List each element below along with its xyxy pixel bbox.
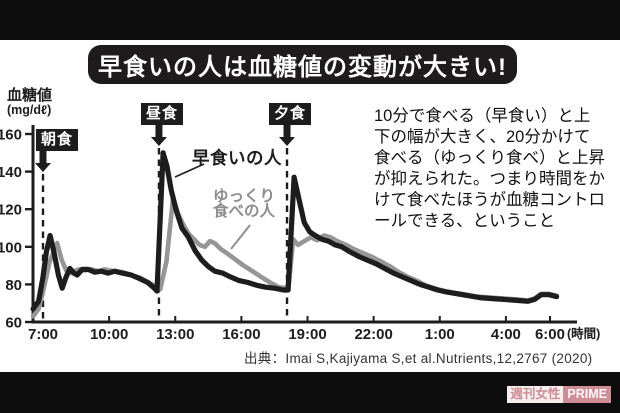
explanation-line: 食べる（ゆっくり食べ）と上昇	[374, 149, 605, 167]
meal-label-dinner: 夕食	[269, 103, 311, 125]
explanation-line: が抑えられた。つまり時間をか	[374, 170, 605, 188]
series-label-slow-eater: ゆっくり 食べの人	[210, 188, 278, 220]
y-tick-label: 100	[0, 239, 22, 256]
x-tick-label: 16:00	[222, 326, 260, 343]
explanation-line: 10分で食べる（早食い）と上	[374, 107, 591, 125]
x-tick-label: 6:00	[535, 326, 565, 343]
y-tick-label: 60	[5, 315, 22, 332]
chart-title-banner: 早食いの人は血糖値の変動が大きい!	[88, 45, 517, 84]
y-axis-title-line2: (mg/dℓ)	[7, 102, 52, 117]
watermark-brand: PRIME	[563, 386, 611, 403]
top-letterbox-bar	[0, 0, 620, 40]
meal-label-breakfast: 朝食	[36, 129, 78, 151]
watermark: 週刊女性 PRIME	[507, 386, 611, 403]
explanation-line: けて食べたほうが血糖コントロ	[374, 191, 605, 209]
x-tick-label: 22:00	[354, 326, 392, 343]
x-tick-label: 19:00	[288, 326, 326, 343]
y-tick-label: 80	[5, 277, 22, 294]
explanation-line: 下の幅が大きく、20分かけて	[374, 128, 591, 146]
watermark-magazine: 週刊女性	[507, 386, 564, 403]
y-tick-label: 160	[0, 127, 22, 144]
fast-label-pointer-line	[174, 163, 205, 178]
meal-label-lunch: 昼食	[141, 103, 183, 125]
x-tick-label: 13:00	[156, 326, 194, 343]
x-tick-label: 1:00	[425, 326, 455, 343]
series-label-slow-eater-line2: 食べの人	[212, 203, 275, 220]
meal-arrow-icon	[35, 151, 51, 172]
chart-title: 早食いの人は血糖値の変動が大きい!	[98, 54, 507, 81]
explanation-text: 10分で食べる（早食い）と上 下の幅が大きく、20分かけて 食べる（ゆっくり食べ…	[374, 106, 620, 232]
bottom-letterbox-bar: 週刊女性 PRIME	[0, 372, 620, 413]
y-axis-title: 血糖値 (mg/dℓ)	[7, 88, 52, 117]
slow-label-pointer-line	[230, 224, 251, 250]
x-tick-label: 10:00	[90, 326, 128, 343]
meal-arrow-icon	[279, 125, 296, 146]
y-tick-label: 140	[0, 164, 22, 181]
x-axis-unit: (時間)	[567, 326, 600, 341]
x-tick-label: 7:00	[28, 326, 58, 343]
series-label-fast-eater: 早食いの人	[192, 148, 282, 168]
meal-arrow-icon	[150, 125, 167, 146]
x-tick-label: 4:00	[491, 326, 521, 343]
explanation-line: ールできる、ということ	[374, 212, 556, 230]
y-tick-label: 120	[0, 202, 22, 219]
series-label-slow-eater-line1: ゆっくり	[212, 188, 275, 205]
y-axis-title-line1: 血糖値	[7, 87, 53, 104]
source-citation: 出典：Imai S,Kajiyama S,et al.Nutrients,12,…	[244, 351, 593, 366]
fast-eater-line	[30, 150, 560, 312]
